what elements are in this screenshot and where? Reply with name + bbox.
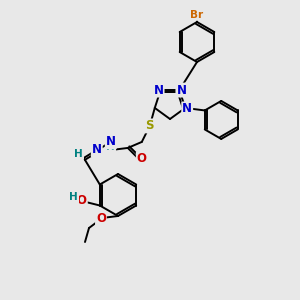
Text: O: O — [96, 212, 106, 226]
Text: N: N — [92, 143, 102, 156]
Text: N: N — [106, 135, 116, 148]
Text: S: S — [146, 119, 154, 132]
Text: H: H — [106, 142, 115, 152]
Text: H: H — [69, 193, 78, 202]
Text: N: N — [182, 102, 192, 116]
Text: O: O — [137, 152, 147, 165]
Text: N: N — [176, 84, 186, 97]
Text: Br: Br — [190, 10, 204, 20]
Text: N: N — [154, 84, 164, 97]
Text: H: H — [74, 149, 83, 159]
Text: O: O — [77, 194, 87, 207]
